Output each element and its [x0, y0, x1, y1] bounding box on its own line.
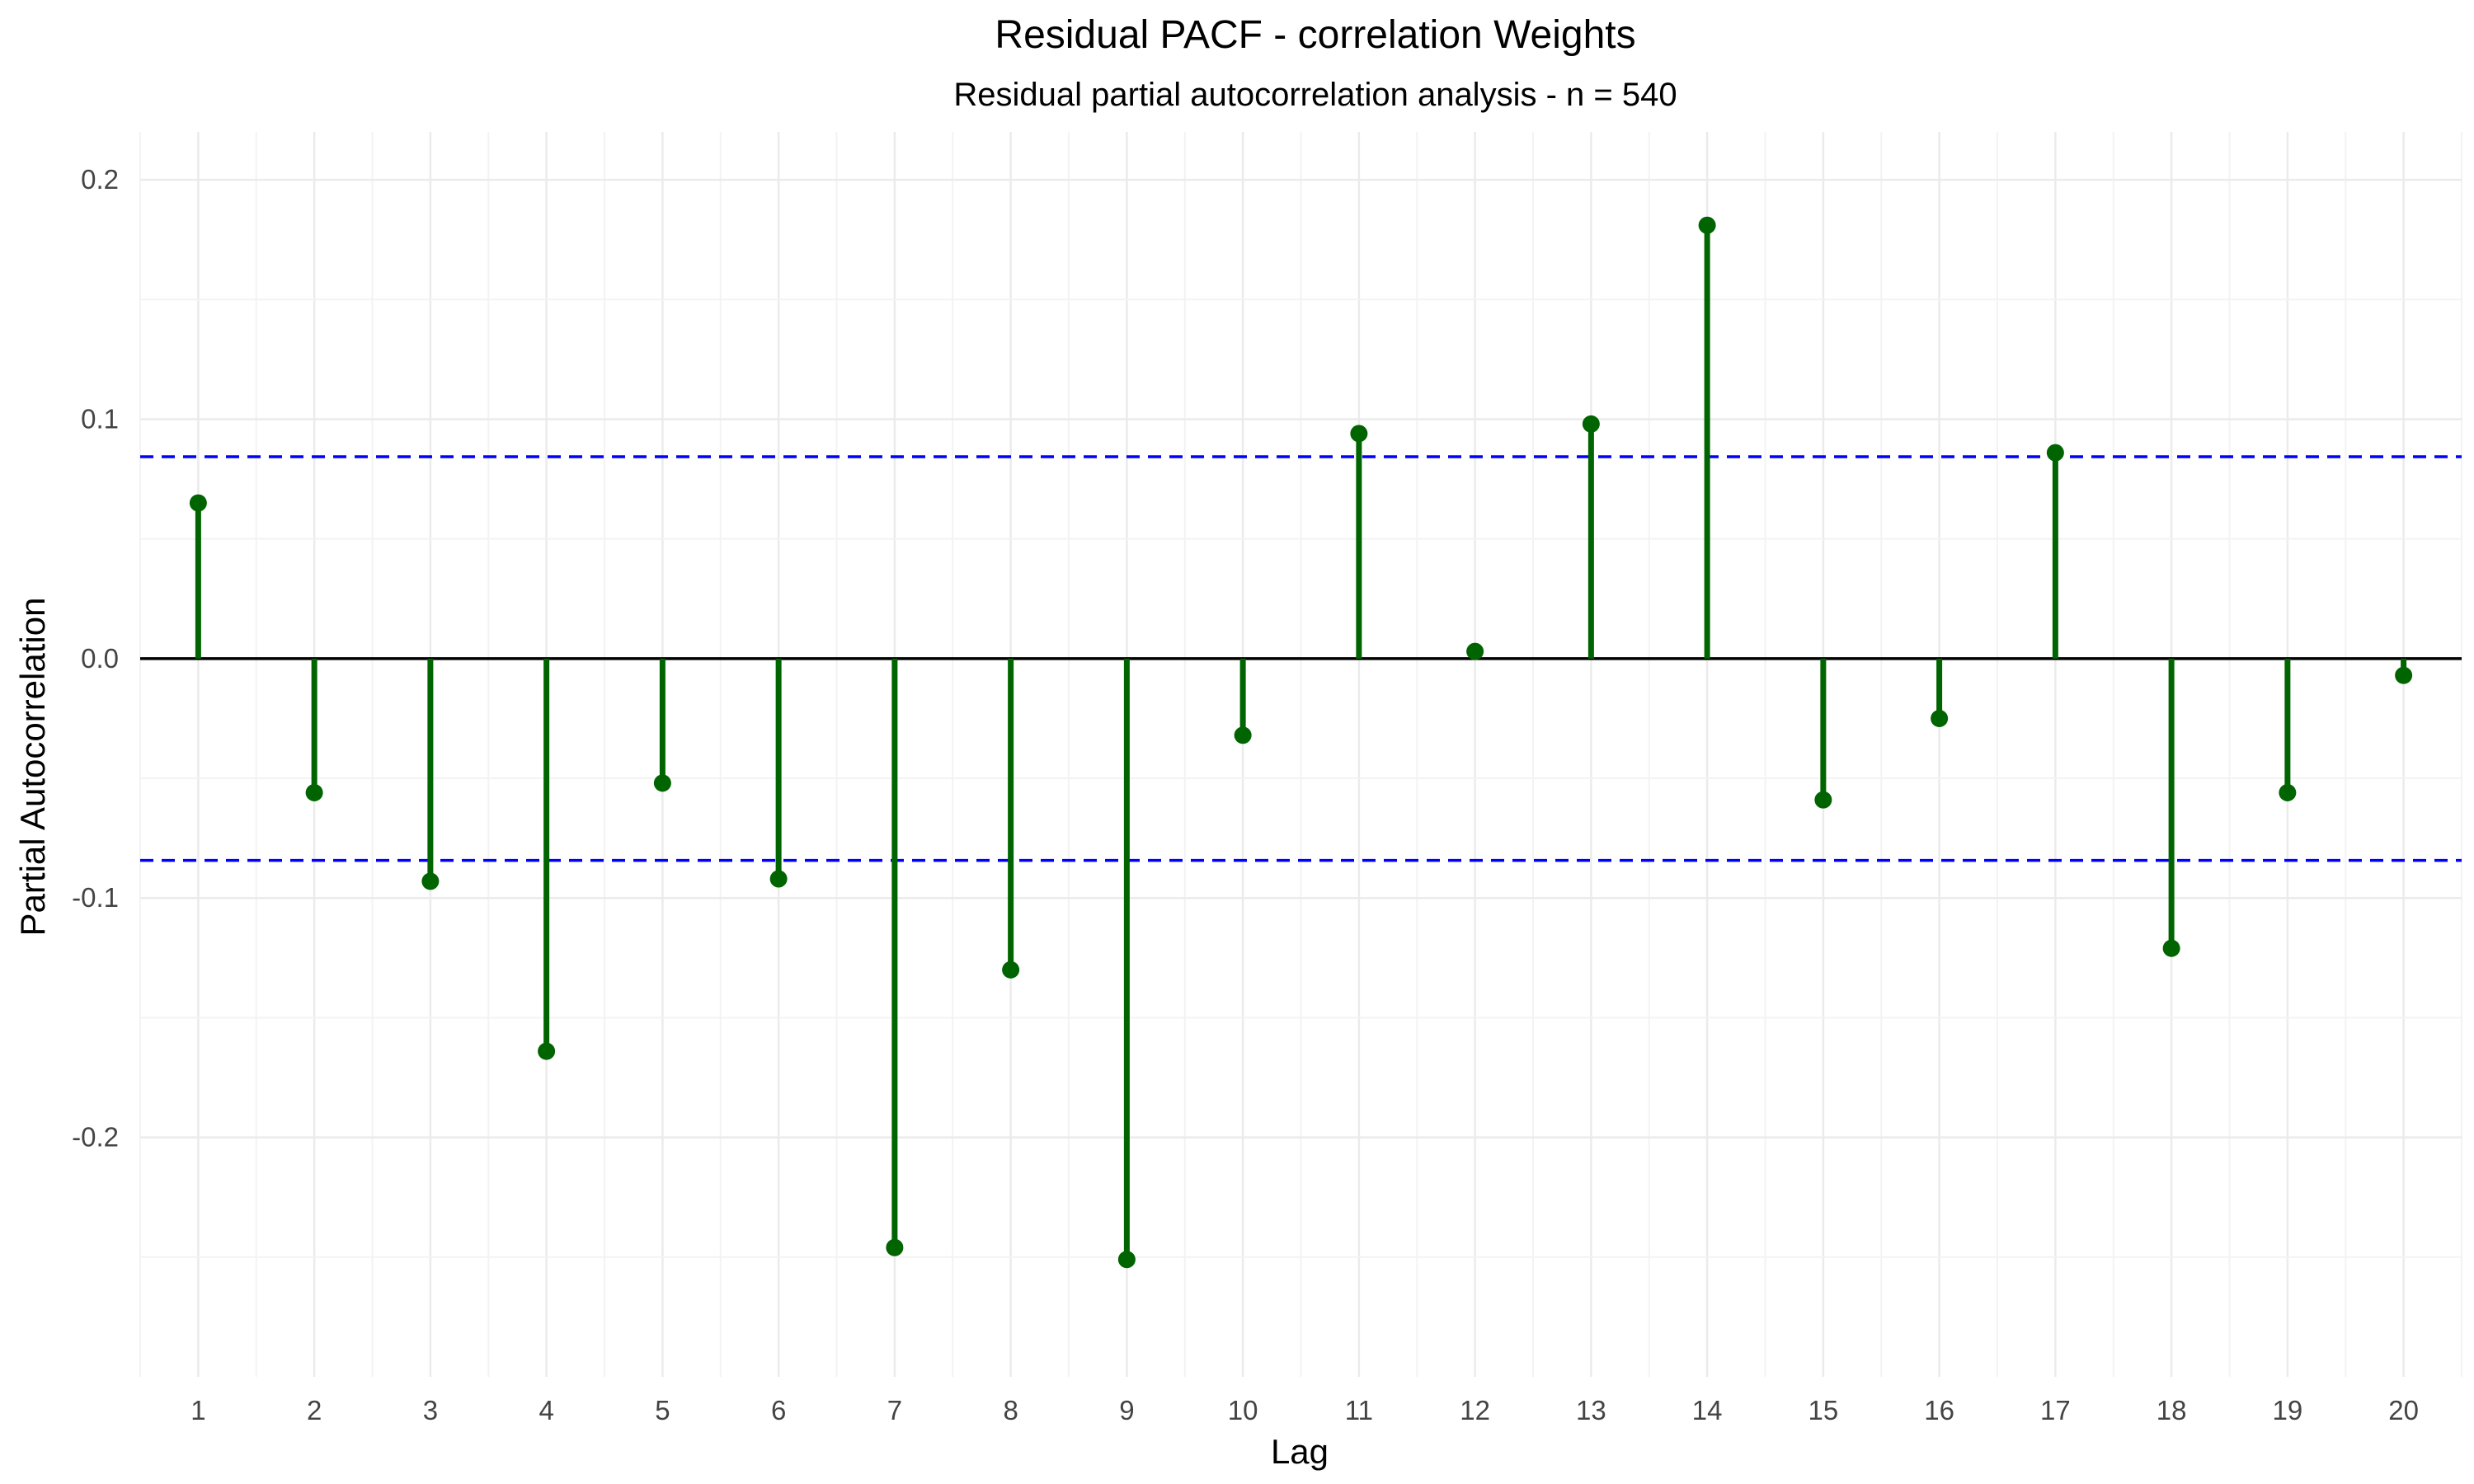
pacf-point-lag-7 — [886, 1238, 904, 1256]
x-tick-label: 6 — [771, 1395, 786, 1425]
pacf-point-lag-16 — [1931, 709, 1949, 727]
pacf-point-lag-17 — [2046, 444, 2064, 462]
pacf-point-lag-4 — [538, 1042, 556, 1060]
pacf-point-lag-8 — [1002, 960, 1020, 979]
x-tick-label: 9 — [1119, 1395, 1134, 1425]
y-tick-label: 0.0 — [81, 643, 119, 674]
x-tick-label: 19 — [2273, 1395, 2303, 1425]
pacf-point-lag-10 — [1234, 726, 1252, 744]
y-axis-title: Partial Autocorrelation — [13, 598, 52, 937]
x-axis-title: Lag — [1271, 1432, 1329, 1471]
pacf-point-lag-5 — [653, 774, 671, 792]
x-tick-label: 4 — [539, 1395, 553, 1425]
pacf-point-lag-19 — [2279, 783, 2297, 801]
pacf-point-lag-15 — [1814, 791, 1832, 809]
pacf-point-lag-12 — [1466, 642, 1484, 660]
x-tick-label: 17 — [2040, 1395, 2071, 1425]
pacf-point-lag-20 — [2395, 666, 2413, 684]
pacf-point-lag-13 — [1582, 415, 1600, 433]
pacf-point-lag-1 — [189, 494, 207, 512]
pacf-point-lag-3 — [421, 872, 440, 890]
x-tick-label: 15 — [1808, 1395, 1839, 1425]
pacf-point-lag-6 — [769, 870, 788, 888]
pacf-point-lag-11 — [1350, 425, 1368, 443]
x-tick-label: 3 — [423, 1395, 438, 1425]
reference-lines — [140, 455, 2462, 862]
grid-layer — [139, 132, 2462, 1377]
x-tick-label: 18 — [2157, 1395, 2187, 1425]
x-tick-label: 11 — [1345, 1395, 1373, 1425]
chart-subtitle: Residual partial autocorrelation analysi… — [953, 77, 1677, 113]
pacf-point-lag-2 — [305, 783, 323, 801]
pacf-point-lag-14 — [1698, 216, 1716, 234]
x-tick-label: 10 — [1228, 1395, 1258, 1425]
y-tick-label: -0.2 — [72, 1122, 119, 1153]
y-tick-label: 0.2 — [81, 164, 119, 195]
tick-labels: -0.2-0.10.00.10.21 2 3 4 5 6 7 8 9 10 11 12 13 14 15 16… — [72, 164, 2419, 1425]
pacf-point-lag-9 — [1117, 1251, 1136, 1269]
x-tick-label: 13 — [1576, 1395, 1606, 1425]
y-tick-label: 0.1 — [81, 403, 119, 434]
stem-layer — [189, 216, 2413, 1269]
chart-title: Residual PACF - correlation Weights — [995, 13, 1635, 57]
x-tick-label: 12 — [1460, 1395, 1490, 1425]
x-tick-label: 14 — [1692, 1395, 1723, 1425]
x-tick-label: 8 — [1003, 1395, 1018, 1425]
x-tick-label: 20 — [2388, 1395, 2419, 1425]
x-tick-label: 7 — [887, 1395, 902, 1425]
pacf-point-lag-18 — [2162, 939, 2180, 957]
x-tick-label: 16 — [1924, 1395, 1954, 1425]
x-tick-label: 1 — [190, 1395, 205, 1425]
x-tick-label: 5 — [655, 1395, 670, 1425]
y-tick-label: -0.1 — [72, 882, 119, 913]
x-tick-label: 2 — [307, 1395, 322, 1425]
